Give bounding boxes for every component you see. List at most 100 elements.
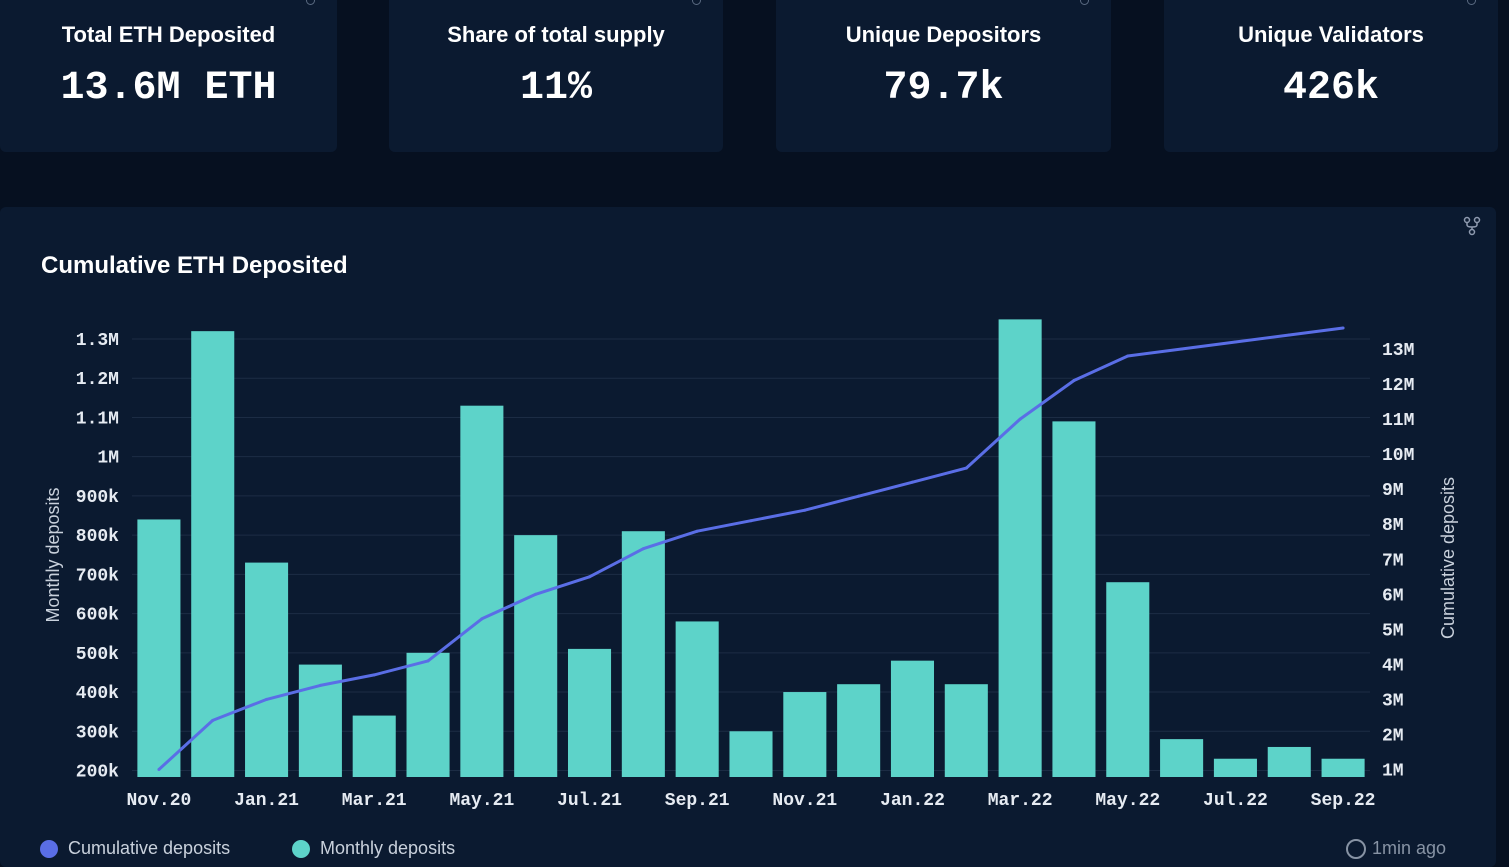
line-point-Nov.20[interactable] — [157, 768, 161, 771]
bar-Sep.22[interactable] — [1321, 758, 1365, 777]
x-tick-label: Sep.22 — [1311, 791, 1376, 811]
bar-Apr.22[interactable] — [1052, 421, 1096, 777]
bar-May.21[interactable] — [460, 405, 504, 777]
y-right-tick-label: 3M — [1382, 691, 1404, 711]
y-right-tick-label: 6M — [1382, 586, 1404, 606]
stat-value: 11% — [519, 66, 592, 111]
y-left-tick-label: 1.2M — [76, 370, 119, 390]
line-point-Jun.22[interactable] — [1180, 347, 1184, 351]
y-left-tick-label: 1.3M — [76, 331, 119, 351]
bar-Mar.22[interactable] — [998, 319, 1042, 777]
bar-Nov.21[interactable] — [783, 692, 827, 777]
line-point-Jun.21[interactable] — [534, 592, 538, 596]
line-point-Aug.21[interactable] — [641, 547, 645, 551]
bar-Feb.22[interactable] — [944, 684, 988, 777]
legend-dot-icon — [292, 840, 310, 859]
line-point-Sep.22[interactable] — [1341, 326, 1345, 330]
stat-value: 79.7k — [883, 66, 1004, 111]
line-point-Mar.21[interactable] — [372, 673, 376, 677]
chart-area: 200k 300k 400k 500k 600k 700k 800k 900k 1M 1.1M 1.… — [43, 319, 1458, 811]
drag-handle-icon[interactable] — [306, 0, 315, 5]
y-right-tick-label: 4M — [1382, 656, 1404, 676]
y-left-tick-label: 200k — [76, 763, 119, 783]
legend-label: Monthly deposits — [320, 838, 456, 858]
bar-Mar.21[interactable] — [352, 715, 396, 777]
line-point-Dec.20[interactable] — [211, 718, 215, 722]
line-point-Feb.21[interactable] — [318, 683, 322, 687]
stat-card-unique-validators: Unique Validators 426k — [1164, 0, 1498, 152]
y-right-tick-label: 9M — [1382, 481, 1404, 501]
y-left-tick-label: 800k — [76, 527, 119, 547]
y-left-tick-label: 500k — [76, 645, 119, 665]
x-tick-label: May.22 — [1095, 791, 1160, 811]
y-left-tick-label: 900k — [76, 488, 119, 508]
line-point-Apr.22[interactable] — [1072, 379, 1076, 383]
bar-Jun.22[interactable] — [1160, 739, 1204, 777]
bar-Sep.21[interactable] — [675, 621, 719, 777]
stat-value: 426k — [1282, 66, 1379, 111]
bar-May.22[interactable] — [1106, 582, 1150, 777]
x-tick-label: Nov.21 — [772, 791, 837, 811]
stat-card-share-supply: Share of total supply 11% — [389, 0, 723, 152]
y-right-tick-label: 7M — [1382, 551, 1404, 571]
bar-Jul.21[interactable] — [567, 648, 612, 777]
line-point-Jan.21[interactable] — [265, 697, 269, 701]
legend-dot-icon — [40, 840, 58, 859]
line-point-Aug.22[interactable] — [1287, 333, 1291, 337]
y-left-tick-label: 400k — [76, 684, 119, 704]
x-tick-label: Jul.22 — [1203, 791, 1268, 811]
line-point-Nov.21[interactable] — [803, 508, 807, 512]
y-left-tick-label: 600k — [76, 606, 119, 626]
stat-card-total-eth: Total ETH Deposited 13.6M ETH — [0, 0, 337, 152]
bar-Aug.22[interactable] — [1267, 746, 1311, 777]
x-tick-label: Jan.22 — [880, 791, 945, 811]
drag-handle-icon[interactable] — [1467, 0, 1476, 5]
y-right-tick-label: 1M — [1382, 762, 1404, 782]
x-tick-label: Mar.22 — [988, 791, 1053, 811]
x-tick-label: May.21 — [449, 791, 514, 811]
line-point-Dec.21[interactable] — [857, 494, 861, 498]
bar-Aug.21[interactable] — [621, 531, 665, 777]
line-point-May.21[interactable] — [480, 617, 484, 621]
stat-label: Unique Validators — [1238, 22, 1424, 47]
stat-label: Share of total supply — [447, 22, 665, 47]
line-point-Oct.21[interactable] — [749, 519, 753, 523]
y-left-tick-label: 1M — [97, 449, 119, 469]
y-left-tick-label: 700k — [76, 566, 119, 586]
y-right-tick-label: 13M — [1382, 341, 1414, 361]
line-point-Mar.22[interactable] — [1018, 417, 1022, 421]
line-layer — [157, 326, 1345, 771]
drag-handle-icon[interactable] — [1080, 0, 1089, 5]
line-point-Jan.22[interactable] — [910, 480, 914, 484]
x-tick-label: Jul.21 — [557, 791, 622, 811]
bar-Jun.21[interactable] — [514, 535, 558, 777]
bar-Apr.21[interactable] — [406, 652, 450, 777]
line-point-Apr.21[interactable] — [426, 659, 430, 663]
line-point-May.22[interactable] — [1126, 354, 1130, 358]
y-right-tick-label: 12M — [1382, 376, 1414, 396]
axis-layer: 200k 300k 400k 500k 600k 700k 800k 900k 1M 1.1M 1.… — [76, 331, 1415, 811]
line-point-Jul.21[interactable] — [588, 575, 592, 579]
stat-value: 13.6M ETH — [60, 66, 277, 111]
fork-icon[interactable] — [1462, 216, 1482, 236]
bar-Jan.22[interactable] — [890, 660, 935, 777]
bar-Jul.22[interactable] — [1213, 758, 1257, 777]
updated-text: 1min ago — [1372, 838, 1447, 858]
drag-handle-icon[interactable] — [692, 0, 701, 5]
stat-label: Total ETH Deposited — [61, 22, 276, 47]
stat-label: Unique Depositors — [845, 22, 1042, 47]
y-left-tick-label: 300k — [76, 723, 119, 743]
line-point-Feb.22[interactable] — [964, 466, 968, 470]
line-point-Jul.22[interactable] — [1233, 340, 1237, 344]
x-tick-label: Sep.21 — [665, 791, 730, 811]
bar-Dec.21[interactable] — [837, 684, 881, 777]
bar-Jan.21[interactable] — [245, 562, 289, 777]
line-point-Sep.21[interactable] — [695, 529, 699, 533]
y-left-tick-label: 1.1M — [76, 409, 119, 429]
legend-label: Cumulative deposits — [68, 838, 231, 858]
bar-Dec.20[interactable] — [191, 331, 235, 777]
chart-title: Cumulative ETH Deposited — [41, 252, 348, 279]
bar-Nov.20[interactable] — [137, 519, 181, 777]
x-tick-label: Mar.21 — [342, 791, 407, 811]
bar-Oct.21[interactable] — [729, 731, 773, 777]
